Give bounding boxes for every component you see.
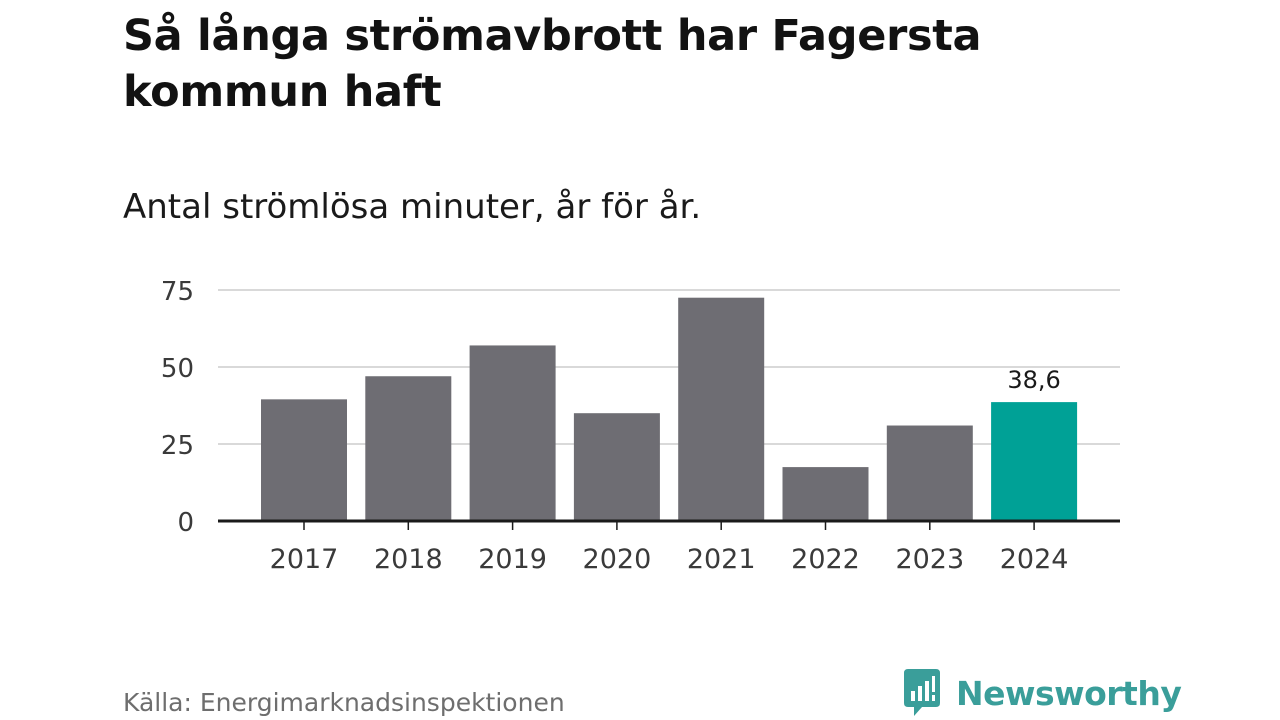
x-tick-label: 2022	[791, 544, 860, 575]
x-tick-label: 2019	[478, 544, 547, 575]
x-tick-label: 2023	[895, 544, 964, 575]
y-tick-label: 0	[177, 508, 194, 538]
bar-2019	[469, 345, 556, 521]
bar-2023	[886, 425, 973, 521]
chart-subtitle: Antal strömlösa minuter, år för år.	[123, 187, 702, 227]
source-note: Källa: Energimarknadsinspektionen	[123, 688, 565, 717]
x-tick-label: 2018	[374, 544, 443, 575]
x-tick-label: 2021	[687, 544, 756, 575]
x-axis-tick-labels: 2017 2018 2019 2020 2021 2022 2023 2024	[270, 544, 1069, 575]
x-axis	[218, 519, 1120, 530]
bar-2017	[261, 399, 347, 521]
chart-title: Så långa strömavbrott har Fagersta kommu…	[123, 11, 982, 117]
newsworthy-logo-icon	[904, 669, 940, 716]
gridlines	[218, 289, 1120, 445]
y-tick-label: 25	[161, 431, 194, 461]
x-tick-label: 2017	[270, 544, 339, 575]
bar-2018	[365, 376, 452, 521]
bar-2024	[991, 402, 1078, 521]
newsworthy-logo: Newsworthy	[902, 669, 1182, 717]
bar-2022	[782, 467, 869, 521]
bar-2021	[678, 297, 765, 521]
y-tick-label: 75	[161, 277, 194, 307]
bar-2020	[573, 413, 660, 521]
y-axis-tick-labels: 0 25 50 75	[161, 277, 194, 538]
x-tick-label: 2024	[1000, 544, 1069, 575]
x-tick-label: 2020	[583, 544, 652, 575]
bars	[261, 297, 1078, 521]
brand-name: Newsworthy	[956, 673, 1182, 713]
data-labels: 38,6	[1007, 366, 1060, 394]
y-tick-label: 50	[161, 354, 194, 384]
data-label: 38,6	[1007, 366, 1060, 394]
